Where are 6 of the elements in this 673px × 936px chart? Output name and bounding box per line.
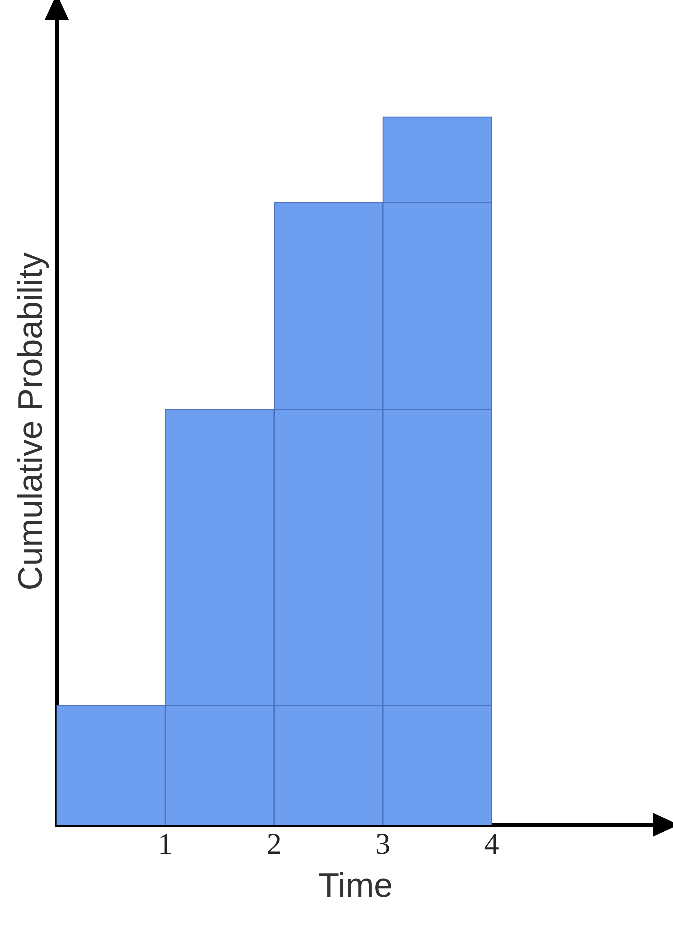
- x-tick-label: 2: [266, 828, 282, 862]
- y-axis-title: Cumulative Probability: [12, 252, 50, 591]
- x-tick-label: 3: [376, 828, 391, 862]
- x-tick-label: 1: [158, 828, 174, 862]
- x-axis-title: Time: [318, 866, 394, 905]
- x-tick-label: 4: [484, 828, 500, 862]
